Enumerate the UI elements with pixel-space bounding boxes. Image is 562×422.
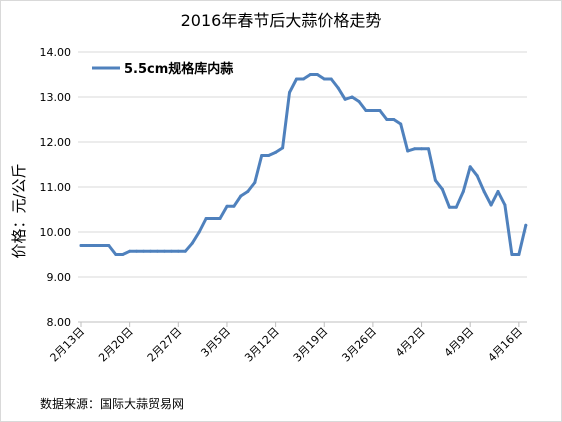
data-point — [79, 244, 83, 247]
data-point — [93, 244, 97, 247]
x-tick-label: 3月26日 — [339, 325, 379, 365]
data-point — [315, 73, 319, 76]
x-tick-label: 2月20日 — [96, 325, 136, 365]
series-line — [79, 73, 528, 256]
y-tick-label: 11.00 — [40, 181, 72, 194]
data-point — [155, 249, 159, 253]
data-point — [176, 249, 180, 253]
data-point — [246, 190, 250, 193]
x-tick-label: 3月12日 — [242, 325, 282, 365]
data-point — [239, 194, 243, 198]
grid-lines — [78, 51, 527, 323]
data-point — [288, 91, 291, 94]
data-point — [343, 97, 347, 101]
data-point — [392, 118, 396, 121]
y-tick-label: 14.00 — [40, 46, 72, 59]
data-point — [169, 249, 173, 253]
data-point — [468, 165, 472, 169]
data-point — [350, 95, 354, 99]
y-axis-label: 价格：元/公斤 — [10, 163, 28, 258]
data-point — [475, 174, 479, 178]
x-tick-label: 3月19日 — [291, 325, 331, 365]
x-tick-label: 4月2日 — [393, 325, 428, 360]
data-point — [489, 203, 493, 207]
data-point — [447, 205, 451, 209]
x-axis-ticks: 2月13日 2月20日 2月27日 3月5日 3月12日 3月19日 3月26日 4月2日 4月… — [48, 322, 525, 365]
y-tick-label: 8.00 — [47, 316, 72, 329]
x-tick-label: 4月16日 — [485, 325, 525, 365]
data-point — [427, 147, 430, 151]
data-point — [322, 77, 326, 81]
data-point — [232, 204, 236, 208]
source-note: 数据来源：国际大蒜贸易网 — [40, 396, 184, 411]
y-tick-label: 10.00 — [40, 226, 72, 239]
data-point — [308, 73, 312, 76]
data-point — [503, 203, 507, 207]
x-tick-label: 3月5日 — [198, 325, 233, 360]
data-point — [510, 253, 514, 256]
data-point — [461, 190, 465, 193]
data-point — [128, 249, 132, 253]
data-point — [100, 244, 104, 247]
y-tick-label: 9.00 — [47, 271, 72, 284]
data-point — [190, 241, 194, 245]
data-point — [107, 244, 111, 247]
data-point — [482, 190, 486, 193]
data-point — [86, 244, 90, 247]
data-point — [454, 205, 458, 209]
data-point — [385, 118, 389, 121]
data-point — [496, 190, 500, 193]
data-point — [149, 249, 152, 253]
data-point — [301, 77, 305, 81]
data-point — [204, 217, 208, 220]
data-point — [406, 149, 410, 153]
data-point — [142, 249, 146, 253]
data-point — [329, 77, 333, 81]
y-tick-label: 12.00 — [40, 136, 72, 149]
data-point — [121, 253, 125, 256]
y-tick-label: 13.00 — [40, 91, 72, 104]
data-point — [378, 109, 382, 112]
data-point — [183, 249, 187, 253]
legend-label: 5.5cm规格库内蒜 — [124, 61, 233, 77]
data-point — [440, 187, 444, 191]
data-point — [267, 154, 271, 157]
data-point — [211, 217, 215, 220]
data-point — [295, 77, 298, 81]
data-point — [399, 122, 403, 126]
data-point — [517, 253, 521, 256]
x-tick-label: 2月27日 — [145, 325, 185, 365]
data-point — [225, 204, 229, 208]
data-point — [524, 223, 528, 227]
data-point — [162, 249, 166, 253]
data-point — [413, 147, 417, 151]
data-point — [253, 181, 257, 184]
data-point — [371, 109, 375, 112]
y-axis-ticks: 8.00 9.00 10.00 11.00 12.00 13.00 14.00 — [40, 46, 72, 329]
data-point — [336, 86, 340, 90]
data-point — [420, 147, 424, 151]
data-point — [364, 109, 368, 112]
data-point — [135, 249, 139, 253]
data-point — [218, 217, 222, 220]
data-point — [281, 146, 285, 150]
data-point — [114, 253, 118, 256]
data-point — [197, 230, 201, 234]
series-group — [79, 73, 528, 256]
data-point — [433, 178, 437, 182]
chart-title: 2016年春节后大蒜价格走势 — [181, 11, 382, 30]
data-point — [274, 150, 278, 154]
x-tick-label: 4月9日 — [442, 325, 477, 360]
data-point — [260, 154, 264, 157]
x-tick-label: 2月13日 — [48, 325, 88, 365]
data-point — [357, 100, 361, 103]
legend: 5.5cm规格库内蒜 — [92, 61, 233, 77]
